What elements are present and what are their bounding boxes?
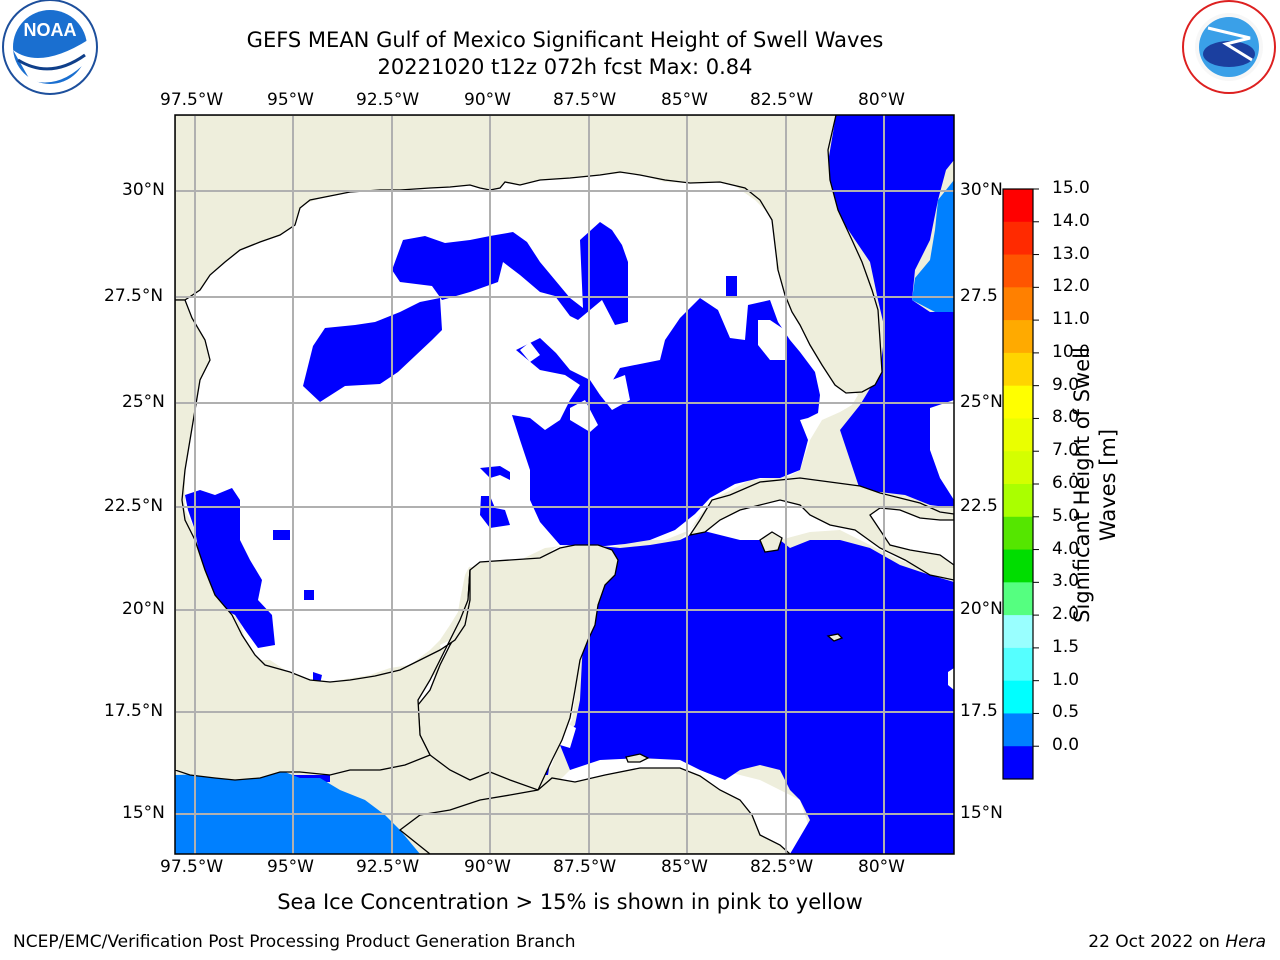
lat-label-right: 30°N	[960, 180, 1003, 200]
colorbar-segment	[1003, 582, 1033, 616]
lon-label-top: 90°W	[464, 90, 511, 110]
colorbar-tick-label: 13.0	[1052, 243, 1090, 264]
colorbar-label-line2: Waves [m]	[1096, 428, 1120, 542]
colorbar-segment	[1003, 615, 1033, 649]
lat-label-right: 17.5	[960, 701, 998, 721]
colorbar-segment	[1003, 189, 1033, 223]
colorbar-tick-label: 3.0	[1052, 571, 1080, 592]
colorbar-segment	[1003, 287, 1033, 321]
colorbar-label: Significant Height of Swell Waves [m]	[1069, 315, 1121, 655]
lat-label-right: 15°N	[960, 803, 1003, 823]
colorbar-tick-label: 6.0	[1052, 473, 1080, 493]
colorbar-tick-label: 12.0	[1052, 276, 1090, 297]
colorbar-tick-label: 2.0	[1052, 604, 1080, 625]
colorbar	[1003, 188, 1039, 780]
map-panel	[175, 115, 954, 854]
colorbar-segment	[1003, 680, 1033, 714]
lon-label-top: 82.5°W	[750, 90, 814, 110]
colorbar-tick-label: 1.0	[1052, 669, 1080, 690]
colorbar-tick-label: 14.0	[1052, 210, 1090, 231]
sea-ice-note: Sea Ice Concentration > 15% is shown in …	[277, 890, 863, 914]
lon-label-top: 92.5°W	[356, 90, 420, 110]
colorbar-tick-label: 4.0	[1052, 538, 1080, 559]
lon-label-bottom: 90°W	[464, 857, 511, 877]
lon-label-top: 97.5°W	[160, 90, 224, 110]
colorbar-segment	[1003, 385, 1033, 419]
colorbar-segment	[1003, 713, 1033, 747]
footer-date-text: 22 Oct 2022 on	[1088, 932, 1226, 952]
colorbar-segment	[1003, 254, 1033, 288]
footer-machine: Hera	[1225, 932, 1266, 952]
lat-label-right: 20°N	[960, 599, 1003, 619]
colorbar-segment	[1003, 484, 1033, 518]
colorbar-tick-label: 9.0	[1052, 374, 1080, 395]
lon-label-bottom: 82.5°W	[750, 857, 814, 877]
colorbar-tick-label: 5.0	[1052, 505, 1080, 526]
colorbar-tick-label: 8.0	[1052, 407, 1080, 428]
nws-logo	[1182, 0, 1276, 94]
lon-label-top: 80°W	[858, 90, 905, 110]
colorbar-tick-label: 11.0	[1052, 309, 1090, 330]
colorbar-tick-label: 0.0	[1052, 735, 1080, 756]
land-overlays	[175, 115, 954, 854]
footer-date: 22 Oct 2022 on Hera	[1088, 932, 1266, 952]
lat-label-left: 30°N	[122, 180, 165, 200]
map-frame	[174, 114, 955, 855]
colorbar-segment	[1003, 418, 1033, 452]
colorbar-tick-label: 15.0	[1052, 178, 1090, 198]
lon-label-top: 87.5°W	[553, 90, 617, 110]
lon-label-top: 95°W	[267, 90, 314, 110]
colorbar-tick-label: 10.0	[1052, 341, 1090, 362]
lon-label-bottom: 87.5°W	[553, 857, 617, 877]
footer-credit: NCEP/EMC/Verification Post Processing Pr…	[13, 932, 576, 952]
colorbar-frame	[1002, 188, 1034, 780]
noaa-logo-text: NOAA	[24, 20, 77, 40]
lat-label-left: 27.5°N	[104, 286, 164, 306]
lat-label-right: 25°N	[960, 392, 1003, 412]
colorbar-segment	[1003, 647, 1033, 682]
map-title: GEFS MEAN Gulf of Mexico Significant Hei…	[246, 28, 884, 52]
lon-label-top: 85°W	[661, 90, 708, 110]
lon-label-bottom: 97.5°W	[160, 857, 224, 877]
lon-label-bottom: 92.5°W	[356, 857, 420, 877]
lat-label-left: 17.5°N	[104, 701, 164, 721]
colorbar-segment	[1003, 549, 1033, 583]
lat-label-left: 15°N	[122, 803, 165, 823]
colorbar-segment	[1003, 451, 1033, 485]
colorbar-tick-label: 7.0	[1052, 440, 1080, 461]
noaa-logo: NOAA	[2, 0, 98, 95]
colorbar-segment	[1003, 352, 1033, 387]
lon-label-bottom: 80°W	[858, 857, 905, 877]
lon-label-bottom: 95°W	[267, 857, 314, 877]
colorbar-segment	[1003, 320, 1033, 354]
lat-label-left: 22.5°N	[104, 496, 164, 516]
graticule	[175, 115, 954, 854]
lat-label-left: 25°N	[122, 392, 165, 412]
colorbar-tick-label: 1.5	[1052, 636, 1080, 657]
colorbar-label-line1: Significant Height of Swell	[1070, 347, 1094, 623]
lat-label-left: 20°N	[122, 599, 165, 619]
colorbar-segment	[1003, 516, 1033, 551]
lat-label-right: 22.5	[960, 496, 998, 516]
lat-label-right: 27.5	[960, 286, 998, 306]
colorbar-segment	[1003, 221, 1033, 256]
colorbar-segment	[1003, 746, 1033, 780]
colorbar-tick-label: 0.5	[1052, 702, 1080, 723]
lon-label-bottom: 85°W	[661, 857, 708, 877]
map-subtitle: 20221020 t12z 072h fcst Max: 0.84	[377, 55, 753, 79]
